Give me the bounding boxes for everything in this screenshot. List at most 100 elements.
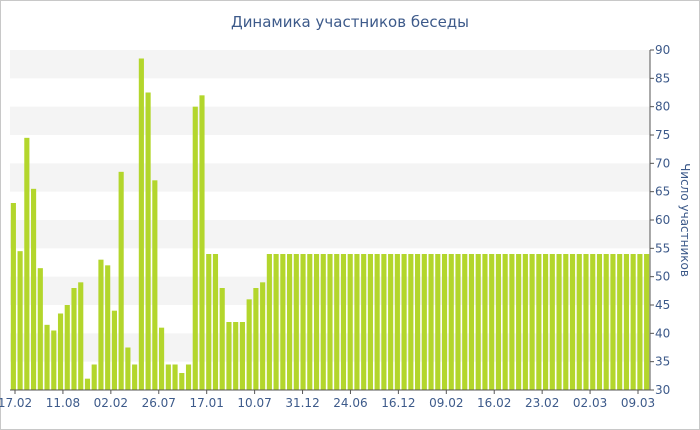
bar bbox=[340, 254, 347, 390]
bar bbox=[31, 188, 37, 390]
bar bbox=[273, 254, 279, 390]
bar bbox=[64, 305, 70, 390]
y-tick-label: 50 bbox=[655, 270, 670, 284]
bar bbox=[603, 254, 609, 390]
x-tick-label: 02.03 bbox=[573, 396, 607, 410]
x-tick-label: 17.01 bbox=[190, 396, 224, 410]
bar bbox=[51, 330, 57, 390]
bar bbox=[71, 288, 77, 390]
bar bbox=[159, 327, 165, 390]
bar bbox=[441, 254, 448, 390]
y-tick-label: 80 bbox=[655, 100, 670, 114]
bar bbox=[239, 322, 245, 390]
y-axis-title: Число участников bbox=[678, 163, 692, 277]
bar bbox=[576, 254, 582, 390]
chart-title: Динамика участников беседы bbox=[230, 13, 470, 31]
x-tick-label: 02.02 bbox=[94, 396, 128, 410]
bar bbox=[462, 254, 468, 390]
y-tick-label: 85 bbox=[655, 71, 670, 85]
bar bbox=[24, 137, 30, 390]
bar bbox=[84, 378, 91, 390]
bar bbox=[367, 254, 373, 390]
bar bbox=[179, 373, 185, 390]
bar bbox=[509, 254, 515, 390]
y-tick-label: 75 bbox=[655, 128, 670, 142]
bar bbox=[381, 254, 387, 390]
bar bbox=[185, 364, 192, 390]
bar bbox=[482, 254, 488, 390]
y-tick-label: 90 bbox=[655, 43, 670, 57]
y-axis-ticks: 30 35 40 45 50 55 60 65 70 75 80 85 90 bbox=[650, 43, 670, 397]
bar bbox=[125, 347, 131, 390]
x-tick-label: 09.03 bbox=[621, 396, 655, 410]
y-tick-label: 35 bbox=[655, 355, 670, 369]
bar bbox=[37, 268, 43, 390]
bar bbox=[623, 254, 629, 390]
bar bbox=[543, 254, 549, 390]
bar bbox=[569, 254, 576, 390]
bar bbox=[219, 288, 225, 390]
y-tick-label: 40 bbox=[655, 326, 670, 340]
bar bbox=[388, 254, 394, 390]
grid-band bbox=[10, 220, 650, 249]
bar bbox=[287, 254, 293, 390]
bar bbox=[354, 254, 360, 390]
bar bbox=[644, 254, 650, 390]
bar bbox=[280, 254, 286, 390]
x-tick-label: 10.07 bbox=[237, 396, 271, 410]
bar bbox=[98, 259, 104, 390]
bar bbox=[118, 171, 124, 390]
bar bbox=[583, 254, 589, 390]
bar bbox=[334, 254, 340, 390]
x-tick-label: 17.02 bbox=[0, 396, 32, 410]
bar bbox=[320, 254, 326, 390]
bar bbox=[489, 254, 495, 390]
x-tick-label: 16.12 bbox=[381, 396, 415, 410]
x-tick-label: 09.02 bbox=[429, 396, 463, 410]
bar bbox=[246, 299, 252, 390]
bar bbox=[132, 364, 138, 390]
bar bbox=[455, 254, 461, 390]
bar bbox=[293, 254, 299, 390]
bar bbox=[502, 254, 508, 390]
bar bbox=[165, 364, 171, 390]
bar bbox=[401, 254, 407, 390]
bar bbox=[10, 203, 16, 390]
bar bbox=[374, 254, 380, 390]
bar bbox=[138, 58, 144, 390]
x-tick-label: 31.12 bbox=[285, 396, 319, 410]
bar bbox=[421, 254, 427, 390]
x-tick-label: 24.06 bbox=[333, 396, 367, 410]
bar bbox=[307, 254, 313, 390]
bar bbox=[630, 254, 636, 390]
bar bbox=[111, 310, 117, 390]
bar bbox=[172, 364, 178, 390]
grid-band bbox=[10, 50, 650, 79]
x-tick-label: 16.02 bbox=[477, 396, 511, 410]
bar bbox=[91, 364, 97, 390]
bar bbox=[57, 313, 64, 390]
bar bbox=[590, 254, 596, 390]
y-tick-label: 45 bbox=[655, 298, 670, 312]
bar bbox=[529, 254, 535, 390]
bar bbox=[435, 254, 441, 390]
bar bbox=[536, 254, 542, 390]
y-tick-label: 60 bbox=[655, 213, 670, 227]
bar bbox=[233, 322, 239, 390]
bar-series bbox=[10, 58, 650, 391]
bar bbox=[300, 254, 306, 390]
bar bbox=[327, 254, 333, 390]
bar bbox=[313, 254, 320, 390]
bar bbox=[105, 265, 111, 390]
y-tick-label: 55 bbox=[655, 241, 670, 255]
bar bbox=[448, 254, 454, 390]
x-tick-label: 11.08 bbox=[46, 396, 80, 410]
bar bbox=[516, 254, 522, 390]
y-tick-label: 30 bbox=[655, 383, 670, 397]
bar bbox=[394, 254, 400, 390]
y-tick-label: 65 bbox=[655, 185, 670, 199]
bar bbox=[415, 254, 421, 390]
bar bbox=[212, 254, 219, 390]
bar bbox=[563, 254, 569, 390]
bar bbox=[199, 95, 205, 390]
